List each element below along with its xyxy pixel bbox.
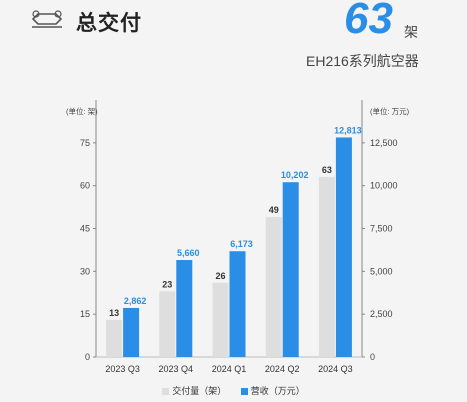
legend-item-revenue: 营收（万元） — [240, 384, 305, 397]
right-axis-tick-label: 10,000 — [370, 181, 398, 191]
x-axis-category-label: 2024 Q2 — [265, 364, 300, 374]
total-delivery-unit: 架 — [404, 24, 418, 40]
left-axis-unit: (单位: 架) — [66, 106, 98, 116]
data-label-delivery: 23 — [162, 279, 172, 289]
bar-delivery — [212, 282, 229, 357]
right-axis-tick-label: 0 — [370, 352, 375, 362]
x-axis-category-label: 2023 Q3 — [105, 364, 140, 374]
left-axis-tick-label: 0 — [85, 352, 90, 362]
left-axis-tick-label: 60 — [80, 181, 90, 191]
legend-swatch-blue — [240, 388, 248, 395]
data-label-delivery: 26 — [215, 271, 225, 281]
bar-delivery — [106, 319, 123, 357]
data-label-revenue: 10,202 — [281, 170, 309, 180]
bar-delivery — [159, 291, 176, 357]
bar-revenue — [123, 307, 140, 357]
right-axis-unit: (单位: 万元) — [370, 106, 410, 116]
legend-item-delivery: 交付量（架） — [162, 384, 226, 397]
data-label-revenue: 6,173 — [230, 239, 253, 249]
x-axis-category-label: 2024 Q3 — [318, 364, 353, 374]
right-axis-tick-label: 7,500 — [370, 224, 393, 234]
total-delivery-number: 63 — [344, 0, 393, 43]
bar-revenue — [176, 260, 193, 357]
aircraft-icon — [31, 10, 63, 28]
right-axis-tick-label: 12,500 — [370, 138, 398, 148]
data-label-delivery: 63 — [322, 165, 332, 175]
x-axis-category-label: 2023 Q4 — [159, 364, 194, 374]
legend-label-delivery: 交付量（架） — [172, 386, 227, 396]
chart-legend: 交付量（架） 营收（万元） — [0, 384, 467, 397]
bar-revenue — [229, 251, 246, 357]
data-label-delivery: 49 — [269, 205, 279, 215]
aircraft-series-subtitle: EH216系列航空器 — [306, 53, 419, 69]
bar-revenue — [335, 137, 352, 357]
bar-revenue — [282, 182, 299, 357]
legend-label-revenue: 营收（万元） — [250, 386, 305, 396]
legend-swatch-gray — [162, 388, 170, 395]
header: 总交付 63 架 EH216系列航空器 — [0, 0, 467, 90]
bar-delivery — [265, 217, 282, 357]
data-label-delivery: 13 — [109, 308, 119, 318]
left-axis-tick-label: 45 — [80, 224, 90, 234]
data-label-revenue: 2,862 — [124, 296, 147, 306]
bar-delivery — [318, 177, 335, 357]
left-axis-tick-label: 15 — [80, 309, 90, 319]
left-axis-tick-label: 75 — [80, 138, 90, 148]
data-label-revenue: 12,813 — [334, 125, 362, 135]
data-label-revenue: 5,660 — [177, 248, 200, 258]
x-axis-category-label: 2024 Q1 — [212, 364, 247, 374]
page-title: 总交付 — [76, 12, 142, 35]
left-axis-tick-label: 30 — [80, 266, 90, 276]
right-axis-tick-label: 2,500 — [370, 309, 393, 319]
right-axis-tick-label: 5,000 — [370, 266, 393, 276]
